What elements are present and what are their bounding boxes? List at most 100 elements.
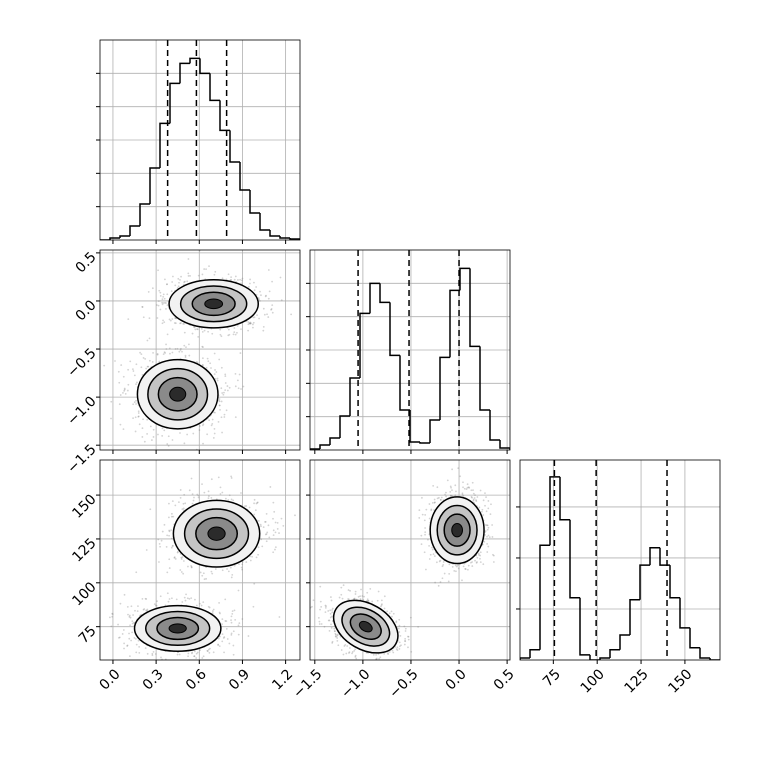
scatter-dot (407, 638, 410, 641)
scatter-dot (213, 432, 216, 435)
scatter-dot (195, 652, 198, 655)
histogram-bin (329, 437, 340, 445)
histogram-bin (209, 73, 220, 102)
scatter-dot (202, 655, 205, 658)
scatter-dot (201, 364, 204, 367)
scatter-dot (230, 576, 233, 579)
scatter-dot (239, 278, 242, 281)
scatter-dot (144, 597, 147, 600)
scatter-dot (428, 503, 431, 505)
histogram-bin (319, 444, 330, 449)
scatter-dot (462, 486, 464, 489)
scatter-dot (230, 615, 233, 618)
scatter-dot (135, 363, 138, 366)
scatter-dot (272, 529, 275, 532)
scatter-dot (156, 353, 159, 356)
scatter-dot (265, 294, 267, 297)
histogram-bin (409, 410, 420, 443)
histogram-bin (109, 237, 120, 240)
scatter-dot (142, 357, 145, 359)
scatter-dot (228, 494, 231, 497)
scatter-dot (93, 396, 95, 398)
scatter-dot (179, 660, 181, 662)
scatter-dot (479, 557, 481, 560)
histogram-bin (279, 236, 290, 239)
scatter-dot (450, 494, 452, 497)
scatter-dot (186, 597, 189, 600)
scatter-dot (221, 392, 224, 394)
scatter-dot (208, 419, 211, 422)
scatter-dot (140, 353, 143, 356)
x-tick-label: −0.5 (386, 666, 421, 701)
scatter-dot (134, 637, 137, 640)
scatter-dot (484, 504, 486, 507)
scatter-dot (178, 653, 181, 656)
scatter-dot (132, 370, 135, 372)
panel-frame (309, 249, 511, 451)
scatter-dot (233, 609, 236, 612)
scatter-dot (330, 599, 333, 602)
scatter-dot (259, 299, 261, 302)
scatter-dot (206, 357, 209, 360)
scatter-dot (234, 275, 237, 278)
scatter-dot (449, 485, 452, 488)
scatter-dot (142, 316, 145, 319)
y-tick-label: 100 (69, 579, 99, 609)
scatter-dot (265, 533, 268, 535)
histogram-bin (249, 190, 260, 214)
scatter-dot (150, 439, 153, 441)
scatter-dot (478, 554, 480, 556)
histogram-bin (289, 238, 300, 240)
histogram-bin (129, 225, 140, 236)
panel (96, 39, 301, 244)
scatter-dot (336, 637, 339, 639)
scatter-dot (421, 496, 423, 499)
histogram-bin (179, 62, 190, 84)
scatter-dot (420, 534, 423, 537)
scatter-dot (462, 565, 465, 568)
scatter-dot (461, 579, 463, 582)
scatter-dot (200, 327, 203, 330)
scatter-dot (188, 597, 191, 600)
scatter-dot (168, 567, 171, 569)
scatter-dot (123, 647, 125, 650)
scatter-dot (180, 571, 183, 573)
scatter-dot (155, 604, 157, 607)
scatter-dot (240, 282, 243, 285)
scatter-dot (331, 615, 333, 618)
scatter-dot (135, 383, 137, 386)
scatter-dot (320, 623, 323, 625)
scatter-dot (227, 273, 230, 276)
scatter-dot (253, 289, 256, 292)
scatter-dot (230, 477, 233, 479)
scatter-dot (218, 645, 221, 648)
scatter-dot (466, 486, 469, 489)
scatter-dot (156, 353, 159, 355)
scatter-dot (237, 624, 240, 627)
scatter-dot (117, 636, 120, 639)
scatter-dot (128, 632, 130, 635)
scatter-dot (159, 291, 162, 294)
scatter-dot (171, 544, 174, 547)
scatter-dot (141, 436, 144, 438)
scatter-dot (140, 366, 143, 369)
scatter-dot (183, 280, 186, 283)
x-tick-label: 0.3 (140, 666, 167, 693)
scatter-dot (410, 650, 413, 653)
scatter-dot (461, 492, 464, 495)
scatter-dot (137, 412, 140, 414)
scatter-dot (259, 523, 262, 526)
scatter-dot (146, 365, 149, 368)
scatter-dot (476, 496, 479, 498)
scatter-dot (111, 612, 114, 615)
histogram-bin (339, 415, 350, 438)
scatter-dot (375, 653, 377, 656)
scatter-dot (157, 433, 159, 436)
scatter-dot (213, 427, 216, 430)
scatter-dot (279, 276, 282, 279)
scatter-dot (148, 317, 151, 320)
scatter-dot (421, 663, 423, 665)
scatter-dot (237, 279, 239, 281)
scatter-dot (144, 358, 147, 360)
